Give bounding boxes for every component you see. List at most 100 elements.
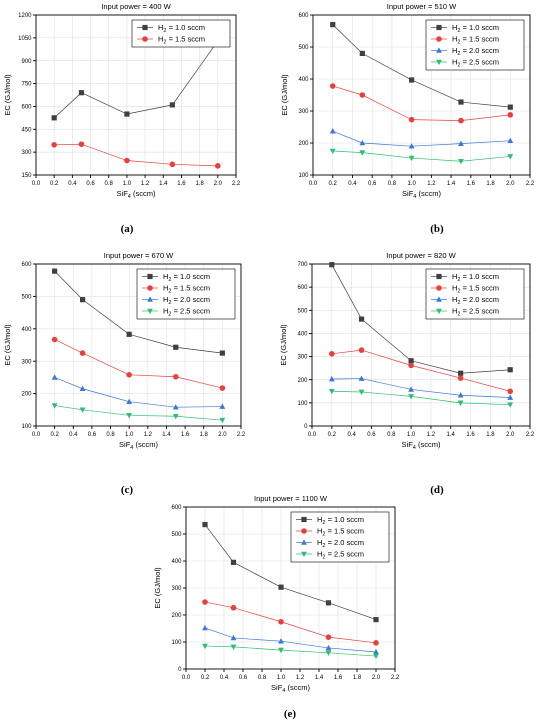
data-point (373, 648, 379, 655)
data-point (325, 634, 332, 640)
legend-label: H2 = 1.0 sccm (452, 272, 499, 283)
x-tick-label: 0.0 (309, 181, 318, 187)
x-tick-label: 0.6 (368, 181, 377, 187)
chart-title: Input power = 510 W (387, 2, 457, 11)
x-axis-title-main: SiF (402, 440, 414, 449)
data-point (169, 161, 176, 168)
data-point (230, 604, 237, 611)
x-tick-label: 1.8 (486, 181, 495, 187)
x-tick-label: 0.8 (106, 432, 115, 438)
y-tick-label: 500 (297, 308, 308, 314)
legend-label-main: H (158, 35, 163, 44)
legend-label: H2 = 2.5 sccm (452, 307, 499, 318)
legend-label-tail: = 1.0 sccm (325, 515, 364, 524)
data-point (51, 336, 58, 343)
data-point (458, 158, 464, 165)
chart-title: Input power = 400 W (101, 2, 171, 11)
data-point (507, 394, 514, 400)
y-tick-label: 700 (297, 262, 308, 268)
x-tick-label: 1.6 (177, 181, 186, 187)
x-axis-title-unit: (sccm) (131, 189, 156, 198)
data-point (408, 394, 414, 400)
legend-label: H2 = 2.0 sccm (163, 295, 210, 306)
legend-marker (301, 539, 307, 545)
legend-marker (436, 296, 442, 302)
panel-label: (e) (284, 708, 297, 720)
data-point (358, 347, 365, 353)
x-axis-title: SiF4 (sccm) (402, 440, 441, 451)
legend-marker (436, 285, 442, 291)
plot-frame (35, 263, 242, 427)
legend-marker (147, 285, 153, 291)
x-tick-label: 2.0 (214, 181, 223, 187)
legend-label-tail: = 2.0 sccm (460, 46, 499, 55)
x-tick-label: 1.2 (144, 432, 153, 438)
x-tick-label: 2.0 (506, 432, 515, 438)
x-tick-label: 1.0 (123, 181, 132, 187)
x-axis-title-subscript: 4 (413, 194, 416, 200)
data-point (358, 389, 365, 396)
x-axis-title-unit: (sccm) (416, 440, 441, 449)
data-point (219, 350, 225, 356)
y-tick-label: 400 (297, 332, 308, 338)
legend-label: H2 = 2.0 sccm (317, 538, 364, 549)
legend-label-subscript: 2 (457, 312, 460, 318)
legend-label-tail: = 1.5 sccm (460, 284, 499, 293)
data-point (325, 600, 332, 606)
x-tick-label: 2.2 (232, 181, 241, 187)
legend-label-tail: = 1.0 sccm (460, 272, 499, 281)
data-point (202, 624, 208, 631)
legend-label-tail: = 1.0 sccm (171, 272, 210, 281)
x-tick-label: 0.0 (32, 181, 41, 187)
legend-label-subscript: 2 (168, 277, 171, 283)
panel-label: (b) (430, 223, 444, 235)
data-point (409, 77, 415, 83)
legend-label: H2 = 1.5 sccm (452, 284, 499, 295)
data-point (202, 521, 208, 528)
data-point (507, 402, 514, 408)
data-point (329, 83, 336, 89)
legend-label-main: H (163, 295, 168, 304)
data-point (358, 316, 365, 322)
legend-label-tail: = 1.5 sccm (325, 527, 364, 536)
legend-label-main: H (158, 23, 163, 32)
data-point (51, 115, 57, 121)
data-point (278, 638, 284, 644)
x-tick-label: 0.0 (182, 675, 191, 681)
legend-label-main: H (317, 538, 322, 547)
legend-label-subscript: 2 (163, 28, 166, 34)
x-tick-label: 0.6 (88, 432, 97, 438)
legend-marker (142, 36, 148, 42)
x-axis-title: SiF4 (sccm) (117, 189, 156, 200)
legend-label-tail: = 1.5 sccm (166, 35, 205, 44)
series-line (331, 349, 511, 392)
data-point (408, 155, 415, 162)
legend-label-tail: = 2.0 sccm (171, 295, 210, 304)
y-tick-label: 200 (171, 613, 182, 619)
data-point (328, 388, 335, 395)
x-tick-label: 1.4 (162, 432, 171, 438)
data-point (359, 50, 365, 56)
data-point (51, 403, 58, 409)
y-tick-label: 500 (171, 532, 182, 538)
series-line (332, 85, 511, 121)
data-point (230, 559, 237, 565)
series-line (54, 339, 223, 389)
y-tick-label: 500 (298, 45, 309, 51)
legend-marker (436, 24, 442, 31)
legend-marker (147, 296, 153, 302)
y-tick-label: 100 (297, 401, 308, 407)
x-axis-title-main: SiF (117, 189, 129, 198)
data-point (172, 413, 179, 420)
legend-label-main: H (452, 46, 457, 55)
x-axis-title-main: SiF (402, 189, 414, 198)
data-point (52, 268, 58, 274)
x-tick-label: 0.2 (329, 181, 338, 187)
y-tick-label: 500 (21, 295, 32, 301)
x-tick-label: 2.0 (218, 432, 227, 438)
data-point (507, 137, 514, 144)
legend-label: H2 = 2.5 sccm (317, 550, 364, 561)
